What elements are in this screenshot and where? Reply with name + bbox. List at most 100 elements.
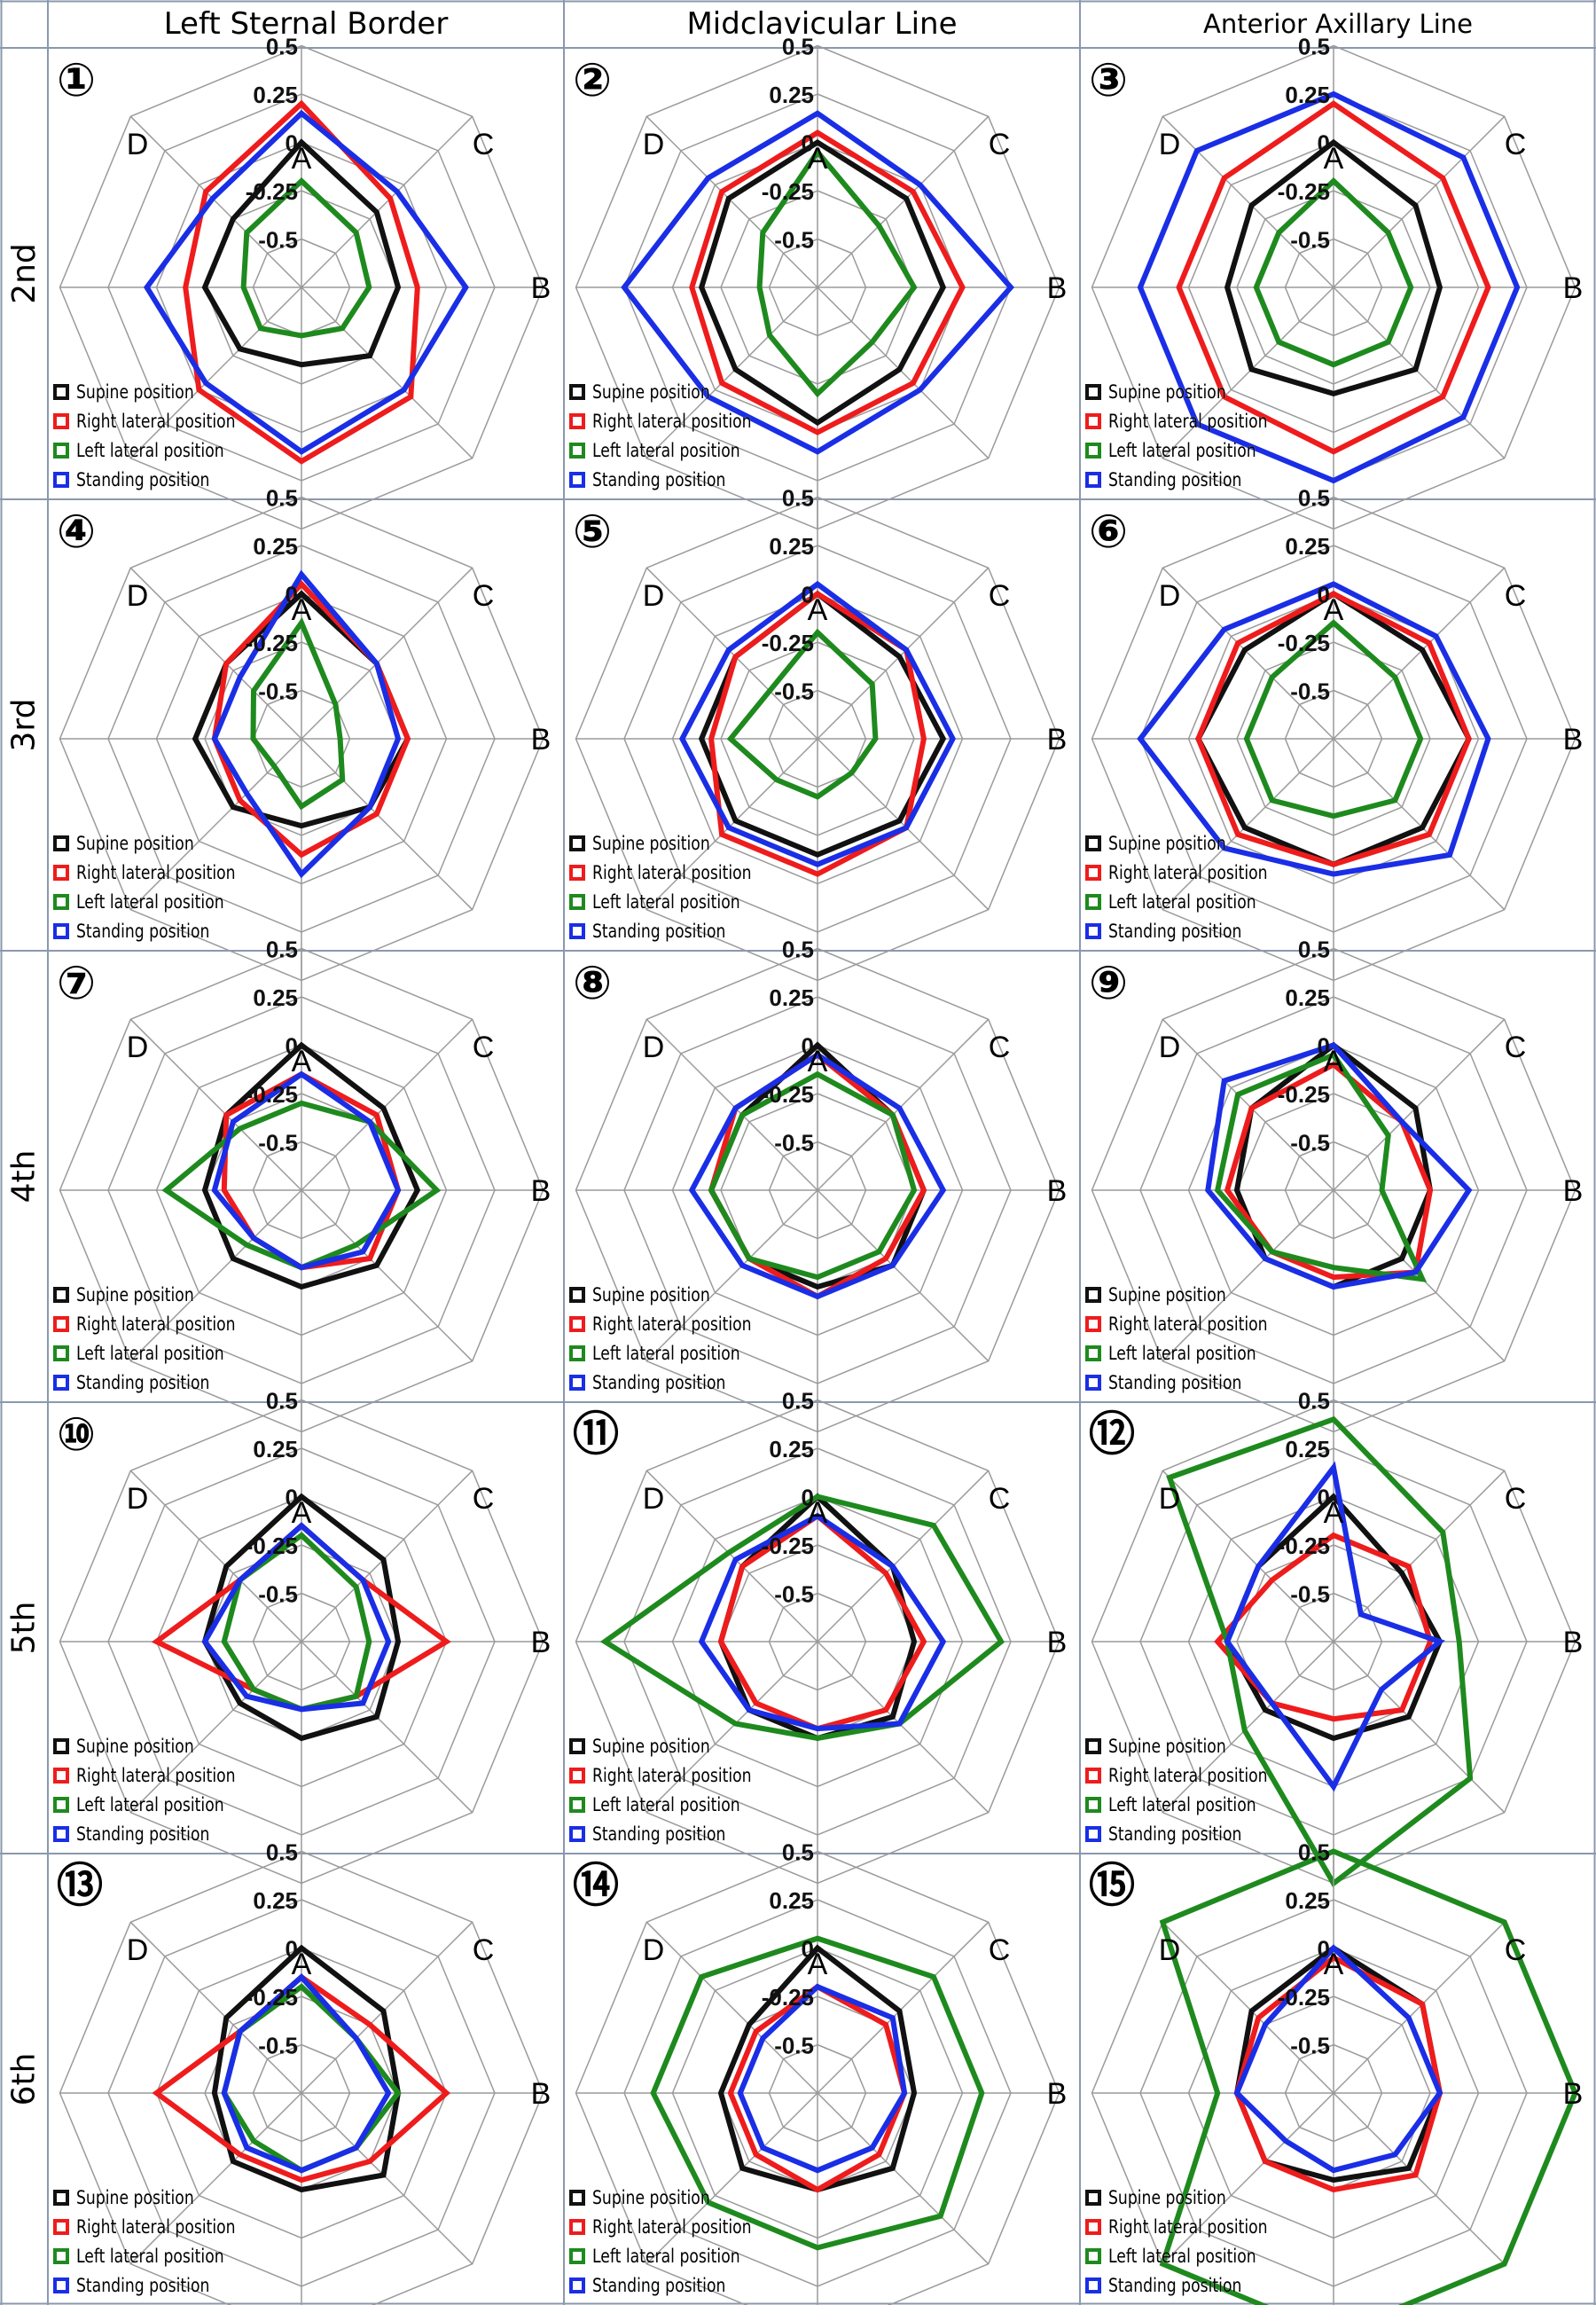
legend-item: Standing position (1085, 1368, 1303, 1397)
legend-swatch (569, 1825, 585, 1842)
legend-item: Right lateral position (1085, 1309, 1303, 1338)
tick-label: 0 (286, 1936, 298, 1963)
legend-swatch (569, 1796, 585, 1813)
legend-swatch (569, 1737, 585, 1754)
radar-panel: 0.5 0.25 0 -0.25 -0.5 A B C D ⑥ Supine position Rig… (1080, 485, 1596, 982)
axis-label: C (473, 1031, 495, 1064)
legend: Supine position Right lateral position Lef… (569, 1280, 786, 1397)
axis-label: B (531, 271, 552, 305)
radar-spoke (1333, 567, 1506, 740)
radar-spoke (301, 115, 473, 288)
tick-label: 0.25 (253, 984, 298, 1011)
axis-label: D (1159, 579, 1181, 613)
series-line (688, 1051, 947, 1300)
legend-swatch (53, 893, 69, 910)
legend-item: Left lateral position (569, 1338, 786, 1368)
tick-label: 0.25 (769, 1887, 814, 1914)
series-line (1224, 1461, 1445, 1792)
axis-label: B (1563, 1626, 1584, 1659)
series-line (679, 580, 956, 867)
legend-item: Left lateral position (569, 887, 786, 916)
tick-label: 0.5 (266, 937, 298, 963)
axis-label: B (1563, 723, 1584, 757)
legend-label: Supine position (76, 2186, 194, 2208)
legend-swatch (1085, 2218, 1101, 2235)
series-line (727, 1983, 908, 2193)
axis-label: A (1324, 593, 1344, 627)
tick-label: 0 (802, 582, 814, 608)
row-header: 5th (0, 1402, 48, 1854)
legend-item: Left lateral position (1085, 2241, 1303, 2270)
legend-item: Supine position (53, 377, 270, 406)
radar-spoke (301, 738, 473, 911)
axis-label: A (808, 1045, 828, 1078)
radar-spoke (1162, 1018, 1334, 1191)
legend-swatch (53, 1374, 69, 1391)
tick-label: -0.5 (774, 227, 814, 254)
legend-item: Right lateral position (1085, 858, 1303, 887)
series-line (1159, 1848, 1578, 2305)
series-line (650, 1935, 985, 2251)
axis-label: D (127, 1933, 149, 1967)
series-line (1233, 1954, 1443, 2193)
legend-swatch (1085, 412, 1101, 429)
axis-label: B (531, 2077, 552, 2111)
axis-label: D (127, 128, 149, 161)
legend-item: Left lateral position (569, 435, 786, 465)
legend-item: Right lateral position (569, 1760, 786, 1790)
tick-label: 0.5 (1298, 1388, 1330, 1415)
series-line (1224, 138, 1443, 397)
axis-label: D (127, 1031, 149, 1064)
tick-label: 0.5 (782, 34, 814, 60)
axis-label: D (643, 1031, 665, 1064)
legend-swatch (1085, 922, 1101, 939)
row-header: 4th (0, 951, 48, 1402)
legend-item: Left lateral position (53, 2241, 270, 2270)
radar-ring (575, 1850, 1060, 2305)
legend-label: Supine position (76, 832, 194, 854)
legend-item: Left lateral position (1085, 1338, 1303, 1368)
legend-swatch (569, 1767, 585, 1784)
legend-item: Standing position (1085, 916, 1303, 945)
legend-item: Standing position (53, 465, 270, 494)
legend-item: Right lateral position (569, 2212, 786, 2241)
radar-panel: 0.5 0.25 0 -0.25 -0.5 A B C D ⑤ Supine position Rig… (564, 485, 1080, 982)
axis-label: C (1505, 128, 1527, 161)
radar-spoke (129, 286, 302, 459)
series-line (737, 1983, 908, 2174)
legend-label: Left lateral position (1108, 2245, 1256, 2267)
radar-spoke (129, 2092, 302, 2265)
legend-swatch (1085, 1825, 1101, 1842)
legend-swatch (1085, 835, 1101, 851)
radar-spoke (645, 567, 818, 740)
series-line (1253, 176, 1414, 368)
radar-spoke (817, 1641, 990, 1814)
legend-label: Standing position (592, 1823, 726, 1845)
axis-label: D (643, 1482, 665, 1516)
radar-chart: 0.5 0.25 0 -0.25 -0.5 A B C D⑨ (1089, 937, 1583, 1433)
radar-chart: 0.5 0.25 0 -0.25 -0.5 A B C D③ (1089, 34, 1583, 530)
radar-chart: 0.5 0.25 0 -0.25 -0.5 A B C D② (573, 34, 1067, 530)
radar-spoke (1162, 115, 1334, 288)
tick-label: 0.25 (253, 1436, 298, 1462)
radar-spoke (1333, 2092, 1506, 2265)
axis-label: C (473, 128, 495, 161)
series-line (698, 1512, 947, 1732)
tick-label: -0.25 (762, 1081, 814, 1108)
legend-label: Left lateral position (592, 2245, 740, 2267)
axis-label: D (127, 579, 149, 613)
tick-label: 0.5 (266, 34, 298, 60)
legend-swatch (1085, 864, 1101, 881)
tick-label: -0.25 (246, 1081, 298, 1108)
tick-label: -0.5 (1290, 227, 1330, 254)
tick-label: 0.5 (1298, 937, 1330, 963)
tick-label: 0.5 (782, 1839, 814, 1866)
legend-swatch (569, 835, 585, 851)
legend: Supine position Right lateral position Lef… (53, 1280, 270, 1397)
radar-panel: 0.5 0.25 0 -0.25 -0.5 A B C D ⑪ Supine position Rig… (564, 1388, 1080, 1885)
legend-label: Standing position (1108, 468, 1242, 490)
legend-swatch (569, 1374, 585, 1391)
row-header: 2nd (0, 48, 48, 499)
